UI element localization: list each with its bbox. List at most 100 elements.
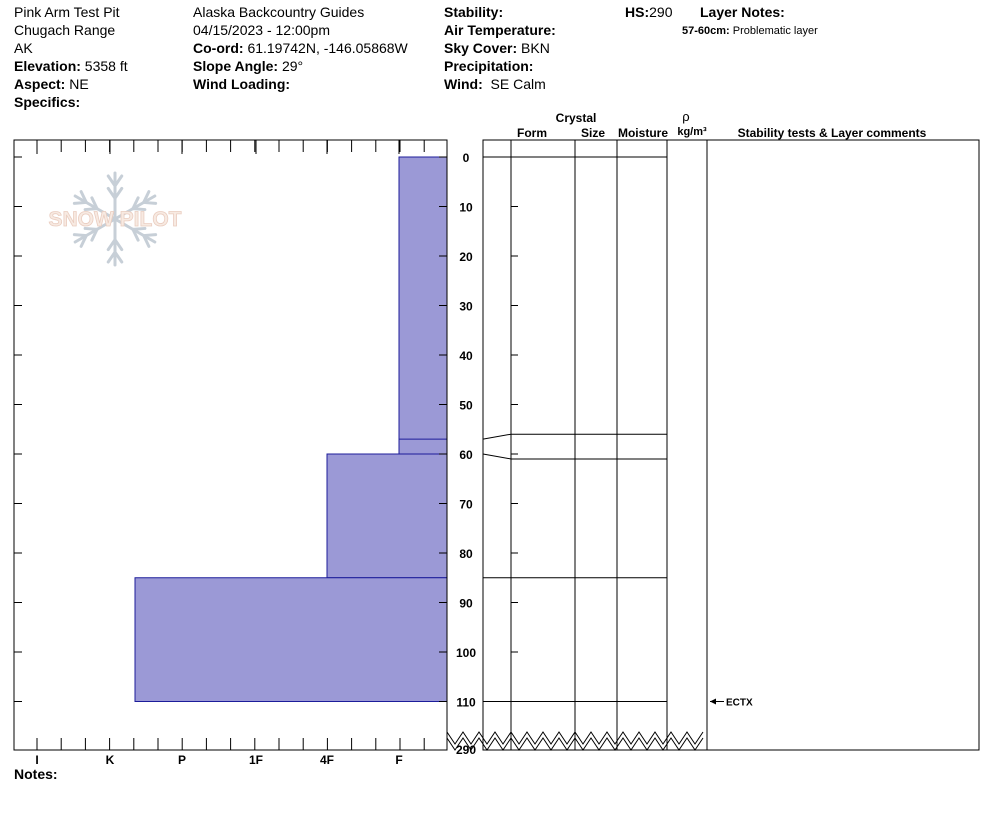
hs-row: HS:290 (625, 3, 672, 21)
pit-name: Pink Arm Test Pit (14, 4, 120, 20)
sky-label: Sky Cover: (444, 40, 518, 56)
y-tick-label: 30 (459, 300, 473, 314)
x-tick-label: I (35, 753, 38, 767)
flake-branch (83, 207, 99, 212)
col-header-size: Size (581, 126, 605, 140)
header-site: Pink Arm Test Pit Chugach Range AK Eleva… (14, 3, 128, 111)
snowpilot-logo: SNOW PILOT (48, 171, 182, 267)
air-temp-row: Air Temperature: (444, 21, 556, 39)
flake-branch (79, 190, 88, 204)
precip-label: Precipitation: (444, 58, 534, 74)
layer-boundary-row (482, 453, 667, 460)
flake-branch (113, 250, 124, 264)
y-tick-label: 90 (459, 597, 473, 611)
specifics-row: Specifics: (14, 93, 128, 111)
flake-branch (113, 238, 124, 252)
header-observation: Alaska Backcountry Guides 04/15/2023 - 1… (193, 3, 408, 93)
flake-branch (79, 234, 88, 248)
flake-branch (131, 227, 140, 242)
stability-label: Stability: (444, 4, 504, 20)
slope-value: 29° (281, 58, 304, 74)
specifics-label: Specifics: (14, 94, 81, 110)
y-tick-label: 20 (459, 250, 473, 264)
col-header-stability: Stability tests & Layer comments (738, 126, 927, 140)
axis-break-upper (446, 731, 704, 745)
axis-break-lower (446, 737, 704, 751)
aspect-value: NE (69, 76, 89, 92)
x-tick-label: P (178, 753, 186, 767)
x-tick-label: 1F (249, 753, 263, 767)
col-header-density-unit: kg/m³ (677, 126, 707, 138)
flake-branch (90, 227, 99, 242)
flake-branch (72, 233, 88, 238)
wind-value: SE Calm (490, 76, 546, 92)
flake-branch (142, 234, 151, 248)
aspect-row: Aspect: NE (14, 75, 128, 93)
flake-branch (142, 233, 158, 238)
stability-arrowhead (710, 698, 716, 705)
layer-note-depth: 57-60cm: (682, 25, 730, 37)
y-tick-label: 10 (459, 201, 473, 215)
elevation-label: Elevation: (14, 58, 81, 74)
wind-row: Wind: SE Calm (444, 75, 556, 93)
y-tick-label: 100 (456, 646, 476, 660)
hs-value: 290 (649, 4, 673, 20)
coord-value: 61.19742N, -146.05868W (247, 40, 408, 56)
col-header-crystal: Crystal (556, 111, 597, 125)
wind-label: Wind: (444, 76, 483, 92)
elevation-row: Elevation: 5358 ft (14, 57, 128, 75)
range-name: Chugach Range (14, 22, 116, 38)
org-name: Alaska Backcountry Guides (193, 4, 365, 20)
flake-branch (131, 226, 147, 231)
elevation-value: 5358 ft (84, 58, 128, 74)
stability-row: Stability: (444, 3, 556, 21)
flake-branch (131, 207, 147, 212)
flake-branch (142, 190, 151, 204)
notes-label: Notes: (14, 766, 58, 782)
hardness-bar (326, 453, 448, 579)
col-header-moisture: Moisture (618, 126, 668, 140)
flake-branch (106, 174, 117, 188)
y-tick-label: 60 (459, 448, 473, 462)
flake-branch (106, 186, 117, 200)
wind-loading-label: Wind Loading: (193, 76, 291, 92)
layer-notes-heading: Layer Notes: (700, 3, 785, 21)
flake-branch (142, 200, 158, 205)
state-name: AK (14, 40, 33, 56)
slope-row: Slope Angle: 29° (193, 57, 408, 75)
col-header-rho: ρ (682, 109, 689, 124)
logo-text: SNOW PILOT (49, 208, 182, 231)
sky-row: Sky Cover: BKN (444, 39, 556, 57)
y-tick-label: 290 (456, 743, 476, 757)
y-tick-label: 110 (456, 696, 476, 710)
wind-loading-row: Wind Loading: (193, 75, 408, 93)
y-tick-label: 40 (459, 349, 473, 363)
stability-test-label: ECTX (726, 698, 753, 709)
layer-table-frame (482, 139, 980, 751)
flake-branch (113, 186, 124, 200)
layer-boundary-row (482, 433, 667, 440)
y-tick-label: 80 (459, 547, 473, 561)
y-tick-label: 0 (463, 151, 470, 165)
y-tick-label: 50 (459, 399, 473, 413)
flake-branch (113, 174, 124, 188)
x-tick-label: K (106, 753, 115, 767)
air-temp-label: Air Temperature: (444, 22, 556, 38)
precip-row: Precipitation: (444, 57, 556, 75)
slope-label: Slope Angle: (193, 58, 279, 74)
flake-branch (131, 196, 140, 211)
notes-row: Notes: (14, 765, 58, 783)
hardness-bar (134, 577, 448, 702)
header-weather: Stability: Air Temperature: Sky Cover: B… (444, 3, 556, 93)
aspect-label: Aspect: (14, 76, 66, 92)
datetime: 04/15/2023 - 12:00pm (193, 22, 330, 38)
y-tick-label: 70 (459, 498, 473, 512)
flake-branch (106, 250, 117, 264)
x-tick-label: F (395, 753, 402, 767)
x-tick-label: 4F (320, 753, 334, 767)
flake-branch (83, 226, 99, 231)
sky-value: BKN (521, 40, 550, 56)
col-header-form: Form (517, 126, 547, 140)
layer-notes-label: Layer Notes: (700, 4, 785, 20)
